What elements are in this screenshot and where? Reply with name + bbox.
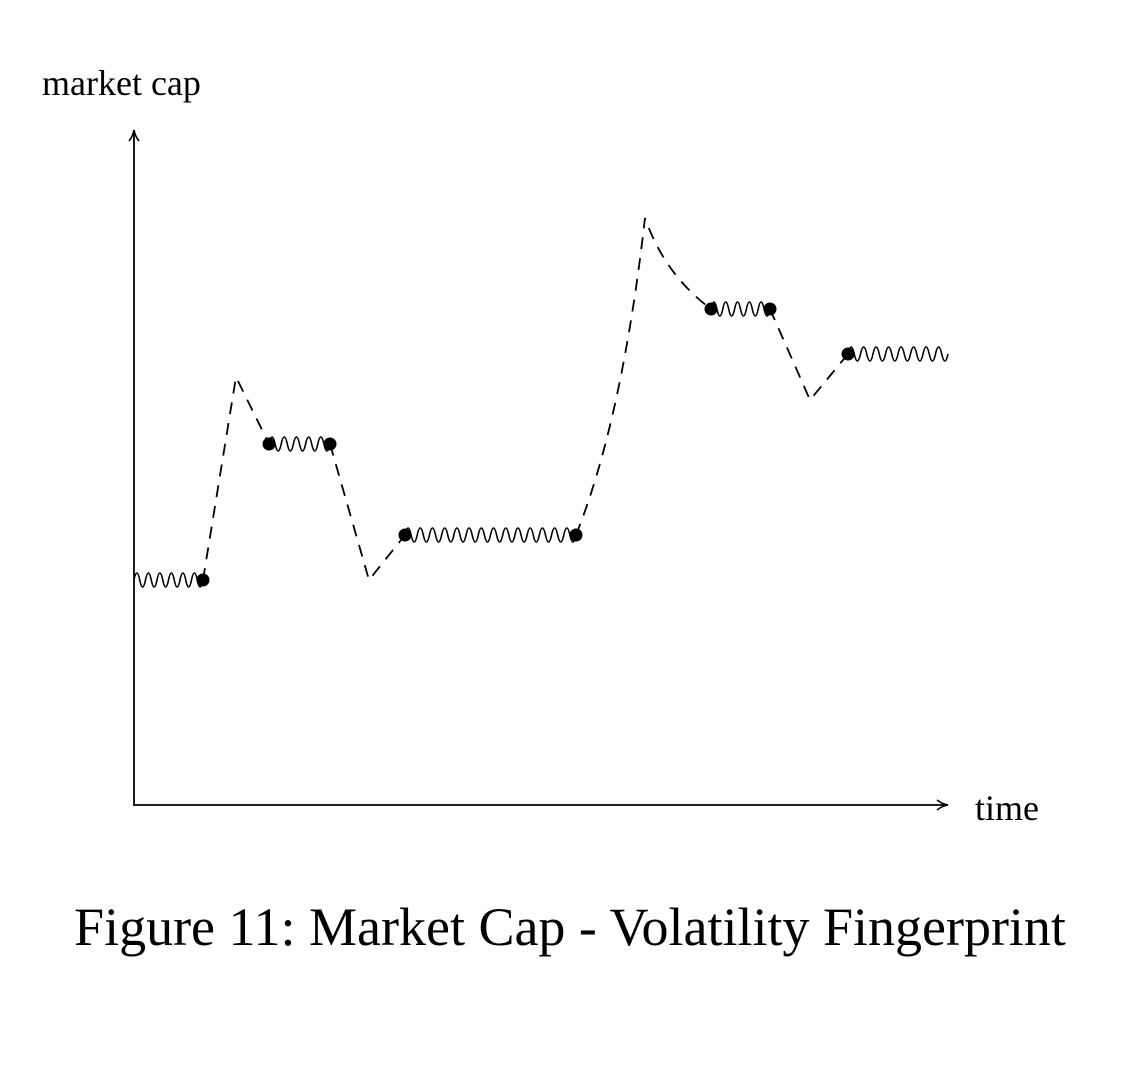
volatility-wave [847, 346, 949, 362]
breakpoints [196, 302, 855, 587]
volatility-wave [404, 527, 577, 543]
transition [202, 374, 270, 581]
breakpoint [841, 347, 855, 361]
volatility-wave [133, 572, 204, 588]
volatility-wave [710, 301, 771, 317]
breakpoint [398, 528, 412, 542]
transition [769, 308, 849, 402]
y-axis-label: market cap [42, 63, 201, 103]
volatility-segments [133, 301, 949, 588]
x-axis-label: time [975, 788, 1039, 828]
volatility-wave [268, 436, 331, 452]
breakpoint [323, 437, 337, 451]
breakpoint [262, 437, 276, 451]
breakpoint [196, 573, 210, 587]
breakpoint [704, 302, 718, 316]
transition [329, 443, 406, 582]
breakpoint [763, 302, 777, 316]
transition [575, 217, 712, 536]
caption: Figure 11: Market Cap - Volatility Finge… [74, 897, 1066, 957]
breakpoint [569, 528, 583, 542]
